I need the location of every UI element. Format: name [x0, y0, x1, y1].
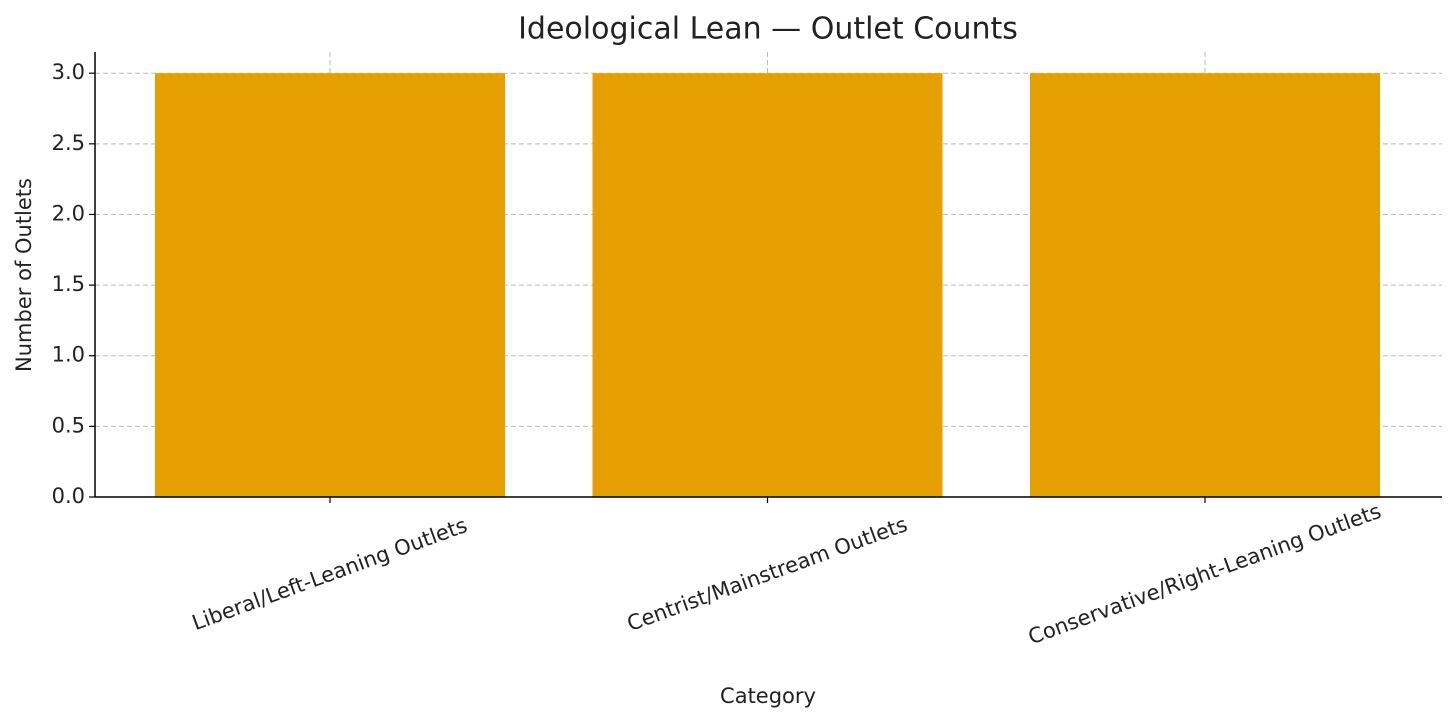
x-tick-label: Conservative/Right-Leaning Outlets: [1025, 499, 1384, 649]
y-tick-label: 2.5: [52, 131, 85, 155]
bar: [1030, 73, 1380, 497]
y-tick-label: 1.0: [52, 343, 85, 367]
y-tick-label: 0.5: [52, 413, 85, 437]
y-axis-label: Number of Outlets: [12, 178, 36, 372]
x-axis-label: Category: [720, 684, 816, 708]
y-tick-label: 0.0: [52, 484, 85, 508]
bar: [592, 73, 943, 497]
y-tick-label: 1.5: [52, 272, 85, 296]
bar: [155, 73, 505, 497]
y-tick-label: 2.0: [52, 201, 85, 225]
x-tick-label: Centrist/Mainstream Outlets: [624, 512, 911, 636]
chart-title: Ideological Lean — Outlet Counts: [518, 12, 1018, 47]
x-tick-label: Liberal/Left-Leaning Outlets: [189, 513, 471, 635]
y-tick-label: 3.0: [52, 60, 85, 84]
